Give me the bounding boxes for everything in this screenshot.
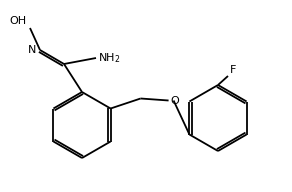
Text: N: N	[28, 45, 36, 55]
Text: OH: OH	[10, 16, 27, 26]
Text: O: O	[171, 95, 179, 105]
Text: F: F	[230, 65, 237, 75]
Text: NH$_2$: NH$_2$	[98, 51, 121, 65]
